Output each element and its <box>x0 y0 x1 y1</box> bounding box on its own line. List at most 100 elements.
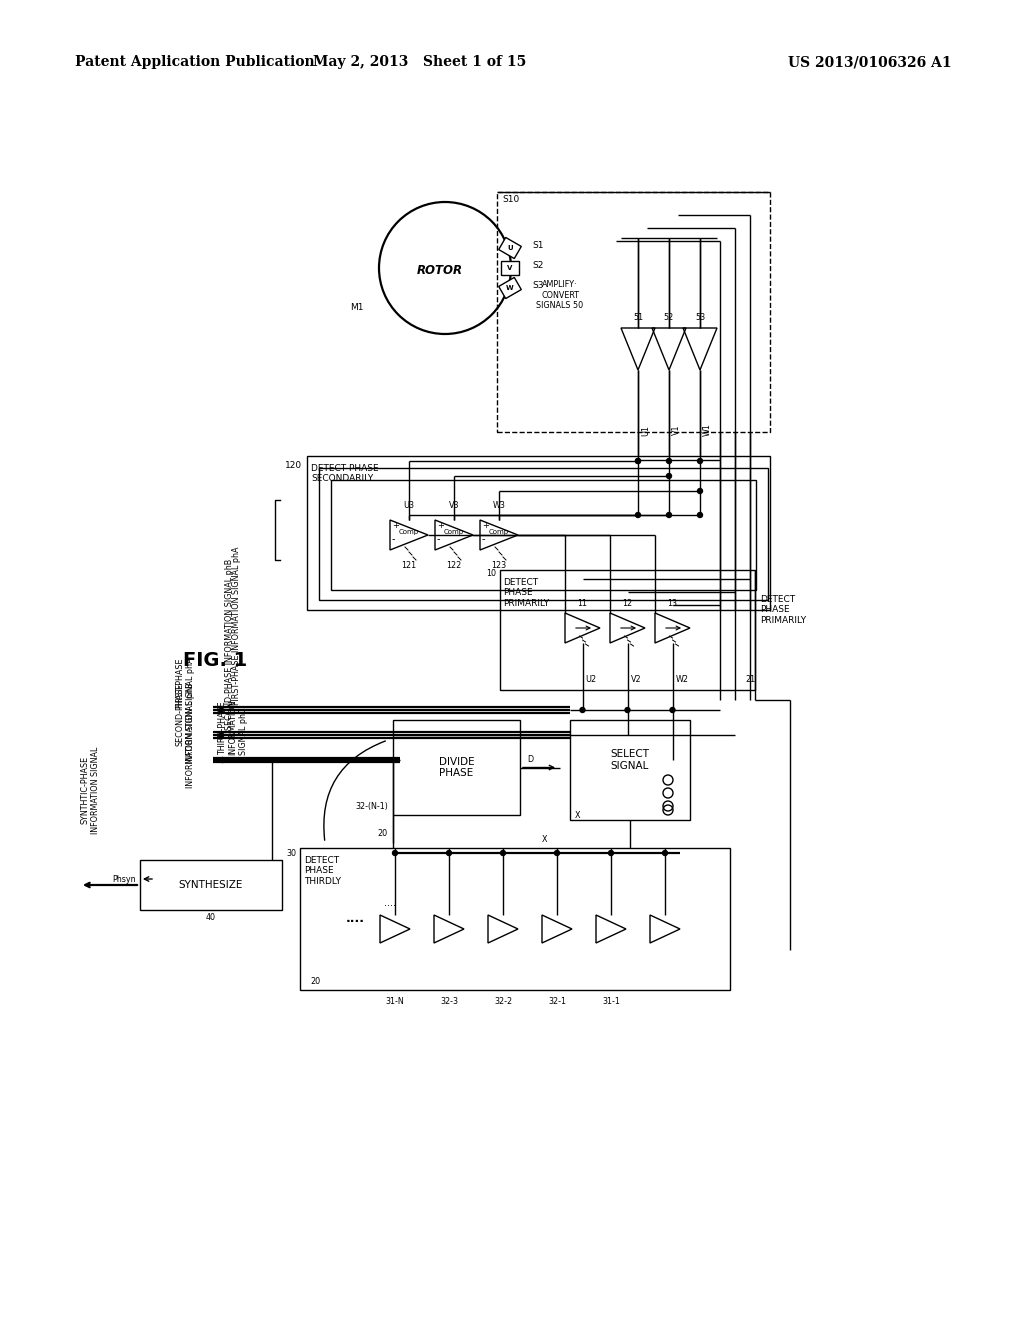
Circle shape <box>663 850 668 855</box>
Text: 20: 20 <box>378 829 388 837</box>
Circle shape <box>608 850 613 855</box>
Circle shape <box>446 850 452 855</box>
Circle shape <box>636 458 640 463</box>
Text: X: X <box>575 810 581 820</box>
Bar <box>393 719 520 814</box>
Text: W1: W1 <box>703 424 712 437</box>
Circle shape <box>697 458 702 463</box>
Bar <box>319 469 768 601</box>
Text: DIVIDE
PHASE: DIVIDE PHASE <box>438 756 474 779</box>
Text: DETECT PHASE
SECONDARILY: DETECT PHASE SECONDARILY <box>311 465 379 483</box>
Bar <box>331 480 756 590</box>
Text: S1: S1 <box>532 240 544 249</box>
Text: SECOND-PHASE
INFORMATION SIGNAL phB: SECOND-PHASE INFORMATION SIGNAL phB <box>175 682 195 788</box>
Text: Comp: Comp <box>488 529 509 535</box>
Text: Patent Application Publication: Patent Application Publication <box>75 55 314 69</box>
Bar <box>497 191 770 432</box>
Circle shape <box>580 708 585 713</box>
Polygon shape <box>499 277 521 298</box>
Text: 51: 51 <box>633 314 643 322</box>
Text: AMPLIFY·
CONVERT
SIGNALS 50: AMPLIFY· CONVERT SIGNALS 50 <box>537 280 584 310</box>
Bar <box>140 861 282 909</box>
Bar <box>500 570 755 690</box>
Text: DETECT
PHASE
THIRDLY: DETECT PHASE THIRDLY <box>304 855 341 886</box>
Text: 31-1: 31-1 <box>602 998 620 1006</box>
Circle shape <box>697 512 702 517</box>
Circle shape <box>667 458 672 463</box>
Text: V2: V2 <box>631 676 641 685</box>
Text: +: + <box>392 521 399 531</box>
Text: -: - <box>392 535 395 544</box>
Text: U: U <box>507 246 513 251</box>
Circle shape <box>670 708 675 713</box>
Text: ROTOR: ROTOR <box>417 264 463 276</box>
Text: -: - <box>437 535 440 544</box>
Text: 10: 10 <box>486 569 496 578</box>
Text: V: V <box>507 265 513 271</box>
Text: S3: S3 <box>532 281 544 289</box>
Text: 12: 12 <box>623 598 633 607</box>
Circle shape <box>697 488 702 494</box>
Text: Phsyn: Phsyn <box>113 874 136 883</box>
Text: 13: 13 <box>668 598 678 607</box>
Circle shape <box>392 850 397 855</box>
Text: Comp: Comp <box>444 529 464 535</box>
Text: 122: 122 <box>446 561 462 569</box>
Text: +: + <box>482 521 488 531</box>
Text: 30: 30 <box>286 849 296 858</box>
Text: SYNTHESIZE: SYNTHESIZE <box>179 880 243 890</box>
Polygon shape <box>501 261 519 275</box>
Text: -: - <box>482 535 485 544</box>
Text: W2: W2 <box>676 676 688 685</box>
Text: 121: 121 <box>401 561 417 569</box>
Text: S2: S2 <box>532 260 544 269</box>
Circle shape <box>625 708 630 713</box>
Text: DETECT
PHASE
PRIMARILY: DETECT PHASE PRIMARILY <box>760 595 806 624</box>
Bar <box>570 719 690 820</box>
Bar <box>307 455 770 610</box>
Text: 21: 21 <box>744 676 755 685</box>
Text: U2: U2 <box>586 676 597 685</box>
Text: +: + <box>437 521 443 531</box>
Text: X: X <box>543 836 548 845</box>
Circle shape <box>667 512 672 517</box>
Text: SYNTHTIC-PHASE
INFORMATION SIGNAL: SYNTHTIC-PHASE INFORMATION SIGNAL <box>80 746 99 834</box>
Text: SELECT
SIGNAL: SELECT SIGNAL <box>610 750 649 771</box>
Text: 52: 52 <box>664 314 674 322</box>
Text: 123: 123 <box>492 561 507 569</box>
Text: D: D <box>527 755 534 764</box>
Text: FIRST-PHASE INFORMATION SIGNAL phA: FIRST-PHASE INFORMATION SIGNAL phA <box>232 546 241 705</box>
Text: W3: W3 <box>493 500 506 510</box>
Bar <box>300 847 730 990</box>
Circle shape <box>501 850 506 855</box>
Text: US 2013/0106326 A1: US 2013/0106326 A1 <box>788 55 952 69</box>
Circle shape <box>636 458 640 463</box>
Text: 32-2: 32-2 <box>494 998 512 1006</box>
Text: U3: U3 <box>403 500 415 510</box>
Text: 40: 40 <box>206 913 216 923</box>
Text: 32-3: 32-3 <box>440 998 458 1006</box>
Text: DETECT
PHASE
PRIMARILY: DETECT PHASE PRIMARILY <box>503 578 549 607</box>
Circle shape <box>636 512 640 517</box>
Text: V3: V3 <box>449 500 459 510</box>
Text: U1: U1 <box>641 425 650 436</box>
Text: M1: M1 <box>350 304 364 313</box>
Text: May 2, 2013   Sheet 1 of 15: May 2, 2013 Sheet 1 of 15 <box>313 55 526 69</box>
Text: SECOND-PHASE INFORMATION SIGNAL phB: SECOND-PHASE INFORMATION SIGNAL phB <box>225 558 234 730</box>
Text: 32-1: 32-1 <box>548 998 566 1006</box>
Text: 120: 120 <box>285 462 302 470</box>
Text: 32-(N-1): 32-(N-1) <box>355 803 388 812</box>
Text: 20: 20 <box>310 978 321 986</box>
Text: S10: S10 <box>502 195 519 205</box>
Text: V1: V1 <box>672 425 681 436</box>
Text: FIRST-PHASE
INFORMATION SIGNAL phA: FIRST-PHASE INFORMATION SIGNAL phA <box>175 657 195 763</box>
Text: THIRD-PHASE
INFORMATION
SIGNAL phC: THIRD-PHASE INFORMATION SIGNAL phC <box>218 700 248 755</box>
Text: ....: .... <box>345 912 365 925</box>
Text: 11: 11 <box>578 598 588 607</box>
Text: 53: 53 <box>695 314 706 322</box>
Text: ....: .... <box>384 898 396 908</box>
Circle shape <box>667 474 672 479</box>
Text: W: W <box>506 285 514 290</box>
Text: FIG. 1: FIG. 1 <box>183 651 247 669</box>
Text: Comp: Comp <box>399 529 419 535</box>
